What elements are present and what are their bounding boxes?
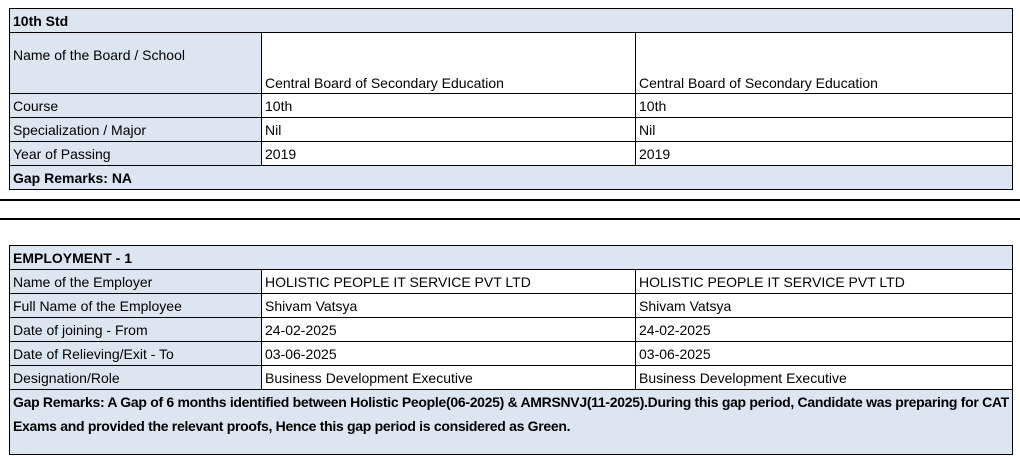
row-value: 2019 bbox=[261, 141, 636, 166]
row-value: 24-02-2025 bbox=[634, 317, 1014, 342]
row-value: Shivam Vatsya bbox=[261, 293, 636, 318]
row-label: Course bbox=[9, 93, 262, 118]
divider bbox=[0, 199, 1020, 201]
table-row: Full Name of the Employee Shivam Vatsya … bbox=[9, 293, 1014, 318]
divider bbox=[0, 218, 1020, 220]
table-row: Date of Relieving/Exit - To 03-06-2025 0… bbox=[9, 341, 1014, 366]
section-title: EMPLOYMENT - 1 bbox=[8, 245, 1014, 270]
row-value: 10th bbox=[634, 93, 1014, 118]
row-label: Date of joining - From bbox=[9, 317, 262, 342]
gap-remarks: Gap Remarks: A Gap of 6 months identifie… bbox=[8, 389, 1014, 455]
education-table: 10th Std Name of the Board / School Cent… bbox=[8, 8, 1014, 190]
row-value: Shivam Vatsya bbox=[634, 293, 1014, 318]
row-value: 2019 bbox=[634, 141, 1014, 166]
table-row: Name of the Board / School Central Board… bbox=[9, 32, 1014, 94]
table-row: Name of the Employer HOLISTIC PEOPLE IT … bbox=[9, 269, 1014, 294]
row-label: Designation/Role bbox=[9, 365, 262, 390]
table-row: Course 10th 10th bbox=[9, 93, 1014, 118]
row-label: Full Name of the Employee bbox=[9, 293, 262, 318]
section-title: 10th Std bbox=[8, 8, 1014, 33]
row-value: Nil bbox=[261, 117, 636, 142]
row-value: HOLISTIC PEOPLE IT SERVICE PVT LTD bbox=[261, 269, 636, 294]
table-row: Date of joining - From 24-02-2025 24-02-… bbox=[9, 317, 1014, 342]
row-label: Date of Relieving/Exit - To bbox=[9, 341, 262, 366]
table-row: Year of Passing 2019 2019 bbox=[9, 141, 1014, 166]
row-label: Name of the Employer bbox=[9, 269, 262, 294]
gap-remarks: Gap Remarks: NA bbox=[8, 165, 1014, 190]
row-label: Year of Passing bbox=[9, 141, 262, 166]
row-value: Central Board of Secondary Education bbox=[261, 32, 636, 94]
row-value: Business Development Executive bbox=[634, 365, 1014, 390]
row-value: Nil bbox=[634, 117, 1014, 142]
row-value: HOLISTIC PEOPLE IT SERVICE PVT LTD bbox=[634, 269, 1014, 294]
row-value: 24-02-2025 bbox=[261, 317, 636, 342]
row-label: Name of the Board / School bbox=[9, 32, 262, 94]
row-value: Business Development Executive bbox=[261, 365, 636, 390]
row-value: 03-06-2025 bbox=[261, 341, 636, 366]
table-row: Designation/Role Business Development Ex… bbox=[9, 365, 1014, 390]
row-value: 03-06-2025 bbox=[634, 341, 1014, 366]
row-value: 10th bbox=[261, 93, 636, 118]
table-row: Specialization / Major Nil Nil bbox=[9, 117, 1014, 142]
row-label: Specialization / Major bbox=[9, 117, 262, 142]
row-value: Central Board of Secondary Education bbox=[634, 32, 1014, 94]
employment-table: EMPLOYMENT - 1 Name of the Employer HOLI… bbox=[8, 245, 1014, 455]
